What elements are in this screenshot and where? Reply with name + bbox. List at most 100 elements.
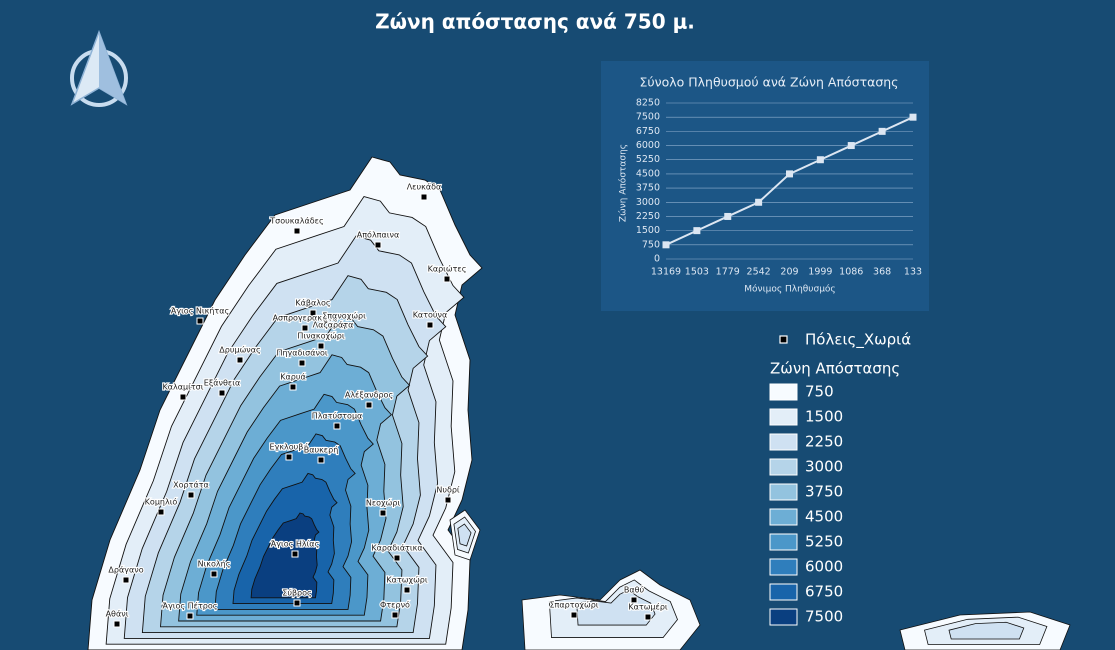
y-tick-label: 5250 [636,154,660,165]
chart-panel [601,61,929,311]
town-marker [187,491,195,499]
town-label: Νικολής [198,560,231,569]
town-label: Κατωμέρι [628,602,668,612]
town-marker [644,613,652,621]
town-marker [426,321,434,329]
chart: 0 750 1500 2250 3000 3750 4500 5250 6000 6750 7500… [636,98,922,278]
legend-zone-label: 6000 [805,558,843,576]
town-marker [186,612,194,620]
town-label: Κατωχώρι [386,575,427,585]
y-tick-label: 8250 [636,98,660,109]
y-tick-label: 0 [654,254,660,265]
zone-contour [250,512,320,599]
legend-swatch [769,508,798,526]
legend-zone-label: 3750 [805,483,843,501]
town-label: Εξάνθεια [204,379,240,388]
town-marker [443,275,451,283]
town-label: Αλέξανδρος [345,390,393,400]
x-tick-label: 209 [780,267,798,278]
town-marker [365,401,373,409]
town-label: Νυδρί [436,486,460,495]
legend-zone-label: 4500 [805,508,843,526]
town-label: Κάβαλος [295,299,330,308]
town-marker [236,356,244,364]
town-label: Λαζαράτα [313,321,354,330]
town-marker [317,456,325,464]
town-label: Εγκλουβή [270,443,309,452]
north-arrow-shade [99,32,126,104]
town-label: Πινακοχώρι [297,331,344,341]
islet-contour [948,621,1025,640]
x-tick-label: 368 [873,267,891,278]
y-tick-label: 6000 [636,140,660,151]
line-point [693,227,701,235]
town-label: Λευκάδα [407,183,442,192]
legend-zone-label: 3000 [805,458,843,476]
legend-swatch [769,483,798,501]
islet-contour [457,523,472,547]
legend-zone-label: 5250 [805,533,843,551]
legend-swatch [769,558,798,576]
town-label: Καραδιάτικα [371,544,422,553]
town-marker [420,193,428,201]
town-label: Βαθύ [624,585,645,595]
x-tick-label: 2542 [747,267,771,278]
y-tick-label: 1500 [636,225,660,236]
town-marker [289,383,297,391]
town-marker [293,599,301,607]
legend-zone-label: 6750 [805,583,843,601]
town-label: Καλαμίτσι [163,383,204,392]
town-marker [570,611,578,619]
town-marker [113,620,121,628]
legend-swatch [769,583,798,601]
town-label: Απόλπαινα [357,230,399,240]
y-tick-label: 750 [642,239,660,250]
town-marker [391,611,399,619]
town-label: Σύβρος [282,588,311,598]
town-label: Πλατύστομα [312,411,363,421]
y-tick-label: 3000 [636,197,660,208]
town-marker [340,322,348,330]
legend-point-symbol [779,335,788,344]
town-marker [317,342,325,350]
town-label: Σπαρτοχώρι [549,600,598,610]
y-tick-label: 7500 [636,112,660,123]
y-axis-label: Ζώνη Απόστασης [618,144,629,222]
town-label: Καρυά [280,373,306,382]
town-marker [291,550,299,558]
town-marker [301,324,309,332]
town-marker [329,331,337,339]
line-point [662,241,670,249]
town-label: Άγιος Νικήτας [171,307,229,316]
line-point [755,198,763,206]
x-tick-label: 1086 [839,267,863,278]
map-title: Ζώνη απόστασης ανά 750 μ. [375,10,695,34]
town-label: Νεοχώρι [366,498,401,508]
town-label: Φτερνό [380,600,410,610]
town-marker [285,453,293,461]
town-marker [333,422,341,430]
legend-swatch [769,408,798,426]
legend-zone-label: 750 [805,383,834,401]
y-tick-label: 6750 [636,126,660,137]
chart-title: Σύνολο Πληθυσμού ανά Ζώνη Απόστασης [639,75,898,90]
town-marker [210,570,218,578]
town-marker [379,509,387,517]
town-label: Χορτάτα [173,481,209,490]
legend-swatch [769,433,798,451]
x-tick-label: 1503 [685,267,709,278]
y-tick-label: 4500 [636,168,660,179]
town-marker [196,317,204,325]
town-label: Σπανοχώρι [322,311,366,321]
town-label: Άγιος Πέτρος [163,601,218,611]
town-marker [122,576,130,584]
town-label: Τσουκαλάδες [269,217,323,226]
town-marker [293,227,301,235]
y-tick-label: 2250 [636,211,660,222]
line-point [847,142,855,150]
town-label: Δρυμώνας [219,345,260,355]
town-marker [630,596,638,604]
x-tick-label: 1779 [716,267,740,278]
x-tick-label: 133 [904,267,922,278]
